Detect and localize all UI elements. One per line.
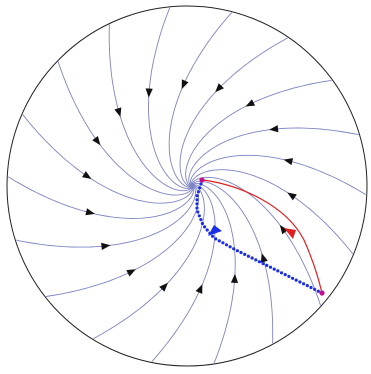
- flow-arrow: [279, 224, 289, 235]
- backward-trajectory-dot: [200, 221, 204, 226]
- flow-arrow: [287, 192, 297, 201]
- flow-line: [168, 12, 232, 188]
- backward-trajectory-dot: [205, 228, 209, 232]
- flow-arrow: [92, 136, 101, 146]
- backward-trajectory-dot: [195, 202, 199, 206]
- backward-trajectory-dot: [197, 214, 201, 218]
- backward-trajectory-dot: [250, 256, 254, 260]
- flow-lines: [7, 7, 367, 364]
- flow-line: [7, 176, 195, 219]
- backward-trajectory: [195, 182, 324, 295]
- flow-line: [151, 184, 216, 362]
- equilibrium-point: [199, 177, 205, 183]
- flow-line: [22, 114, 194, 204]
- flow-line: [179, 37, 288, 188]
- flow-arrow: [159, 282, 168, 292]
- backward-trajectory-dot: [272, 267, 276, 271]
- backward-trajectory-dot: [195, 198, 199, 202]
- flow-arrow: [126, 269, 136, 277]
- flow-arrow: [195, 284, 203, 294]
- backward-trajectory-dot: [257, 260, 261, 264]
- backward-trajectory-dot: [196, 190, 200, 194]
- backward-trajectory-dot: [283, 273, 287, 277]
- flow-arrow: [101, 242, 111, 250]
- flow-arrows: [82, 79, 297, 294]
- backward-trajectory-dot: [203, 225, 207, 229]
- boundary-circle: [6, 5, 368, 367]
- trajectory-endpoint: [319, 290, 325, 296]
- flow-line: [191, 183, 236, 364]
- flow-arrow: [230, 273, 239, 283]
- backward-trajectory-dot: [265, 263, 269, 267]
- flow-arrow: [145, 88, 153, 98]
- backward-trajectory-dot: [198, 186, 202, 190]
- backward-trajectory-dot: [305, 284, 309, 288]
- flow-line: [46, 185, 200, 297]
- backward-trajectory-dot: [294, 278, 298, 282]
- backward-trajectory-dot: [243, 252, 247, 256]
- flow-arrow: [269, 125, 279, 133]
- flow-line: [185, 79, 332, 187]
- forward-trajectory-arrow: [284, 228, 296, 239]
- backward-trajectory-dot: [211, 234, 215, 238]
- backward-trajectory-dot: [261, 262, 265, 266]
- flow-arrow: [181, 79, 189, 90]
- backward-trajectory-dot: [254, 258, 258, 262]
- backward-trajectory-dot: [287, 274, 291, 278]
- flow-arrow: [85, 208, 95, 216]
- backward-trajectory-dot: [199, 182, 203, 186]
- flow-arrow: [245, 99, 256, 107]
- flow-arrow: [215, 83, 224, 93]
- backward-trajectory-dot: [239, 250, 243, 255]
- backward-trajectory-dot: [279, 271, 284, 275]
- flow-line: [57, 61, 193, 196]
- backward-trajectory-dot: [195, 206, 199, 210]
- flow-line: [93, 184, 205, 339]
- backward-trajectory-dot: [195, 194, 199, 198]
- backward-trajectory-dot: [224, 243, 229, 247]
- backward-trajectory-dot: [235, 249, 239, 253]
- flow-line: [190, 169, 354, 255]
- flow-line: [191, 180, 274, 344]
- backward-trajectory-dot: [313, 287, 317, 291]
- flow-line: [191, 176, 321, 306]
- flow-line: [188, 127, 359, 187]
- flow-arrow: [114, 107, 122, 117]
- backward-trajectory-dot: [214, 237, 218, 241]
- backward-trajectory-dot: [217, 239, 221, 243]
- flow-arrow: [260, 253, 268, 263]
- flow-line: [108, 24, 193, 192]
- backward-trajectory-dot: [309, 285, 313, 290]
- backward-trajectory-dot: [302, 282, 306, 286]
- backward-trajectory-dot: [232, 247, 236, 251]
- backward-trajectory-dot: [316, 289, 320, 293]
- backward-trajectory-dot: [276, 269, 280, 273]
- forward-trajectory: [202, 179, 323, 294]
- flow-line: [16, 185, 196, 248]
- flow-line: [189, 154, 367, 196]
- backward-trajectory-dot: [298, 280, 302, 284]
- backward-trajectory-dot: [199, 218, 203, 222]
- flow-line: [148, 7, 193, 189]
- backward-trajectory-arrow: [208, 225, 222, 236]
- backward-trajectory-dot: [196, 210, 200, 214]
- flow-arrow: [283, 158, 294, 166]
- backward-trajectory-dot: [291, 276, 295, 280]
- backward-trajectory-dot: [246, 254, 250, 258]
- flow-arrow: [82, 171, 92, 179]
- backward-trajectory-dot: [268, 265, 273, 269]
- backward-trajectory-dot: [221, 241, 225, 245]
- backward-trajectory-dot: [228, 245, 232, 249]
